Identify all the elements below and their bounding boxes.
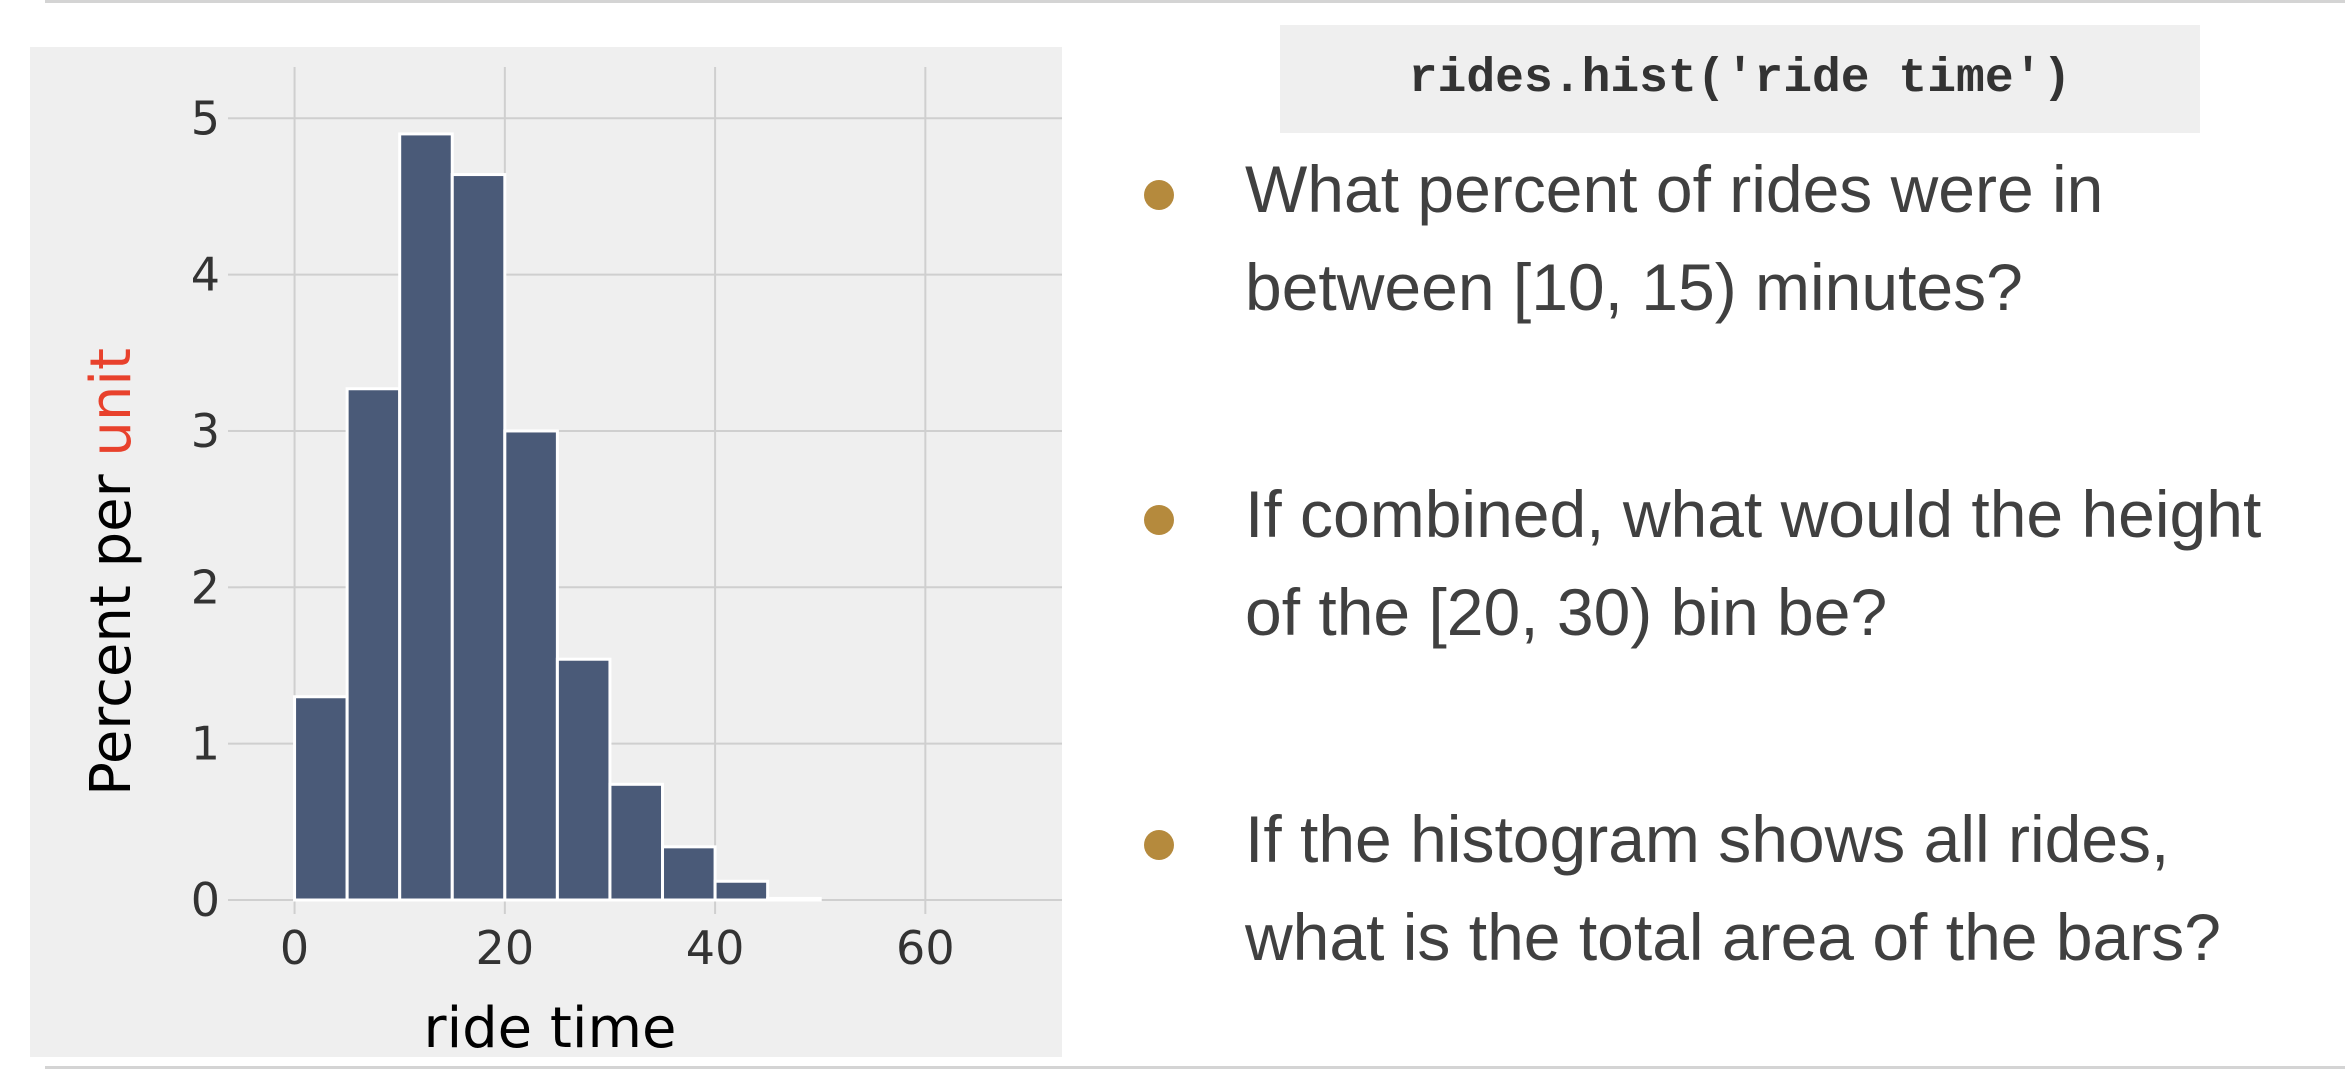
y-axis-label: Percent per unit — [79, 348, 144, 796]
histogram-chart: 0 1 2 3 4 5 0 20 40 60 ride time Percent per unit — [30, 47, 1062, 1057]
histogram-bar — [450, 173, 507, 902]
bullet-dot — [1144, 180, 1174, 210]
question-list: What percent of rides were in between [1… — [1130, 0, 2345, 1078]
tick-labels: 0 1 2 3 4 5 0 20 40 60 — [191, 91, 955, 975]
histogram-bar — [503, 429, 559, 902]
histogram-bar — [661, 845, 717, 902]
y-tick-label: 3 — [191, 404, 220, 458]
code-text: rides.hist('ride time') — [1408, 52, 2072, 106]
histogram-bar — [713, 879, 770, 902]
y-axis-label-unit: unit — [79, 348, 144, 457]
y-tick-label: 4 — [191, 248, 220, 302]
bars — [293, 132, 822, 902]
question-line: If the histogram shows all rides, — [1245, 802, 2170, 876]
y-axis-label-prefix: Percent per — [79, 457, 144, 796]
code-snippet: rides.hist('ride time') — [1280, 25, 2200, 133]
histogram-svg: 0 1 2 3 4 5 0 20 40 60 ride time Percent per unit — [79, 67, 1062, 1057]
x-tick-label: 60 — [896, 921, 955, 975]
x-tick-label: 40 — [686, 921, 745, 975]
top-divider — [45, 0, 2345, 3]
y-tick-label: 1 — [191, 717, 220, 771]
question-line: of the [20, 30) bin be? — [1245, 575, 1888, 649]
question-line: If combined, what would the height — [1245, 477, 2262, 551]
x-axis-label: ride time — [424, 996, 677, 1057]
bottom-divider — [45, 1066, 2345, 1069]
histogram-bar — [398, 132, 454, 902]
x-tick-label: 20 — [476, 921, 535, 975]
histogram-bar — [555, 657, 612, 902]
histogram-bar — [766, 896, 822, 902]
histogram-bar — [345, 387, 402, 902]
bullet-dot — [1144, 505, 1174, 535]
histogram-bar — [293, 695, 349, 902]
question-line: what is the total area of the bars? — [1245, 900, 2221, 974]
histogram-bar — [608, 782, 665, 902]
question-line: What percent of rides were in — [1245, 152, 2104, 226]
y-tick-label: 0 — [191, 873, 220, 927]
question-line: between [10, 15) minutes? — [1245, 250, 2023, 324]
bullet-dot — [1144, 830, 1174, 860]
y-tick-label: 5 — [191, 91, 220, 145]
y-tick-label: 2 — [191, 560, 220, 614]
x-tick-label: 0 — [280, 921, 309, 975]
